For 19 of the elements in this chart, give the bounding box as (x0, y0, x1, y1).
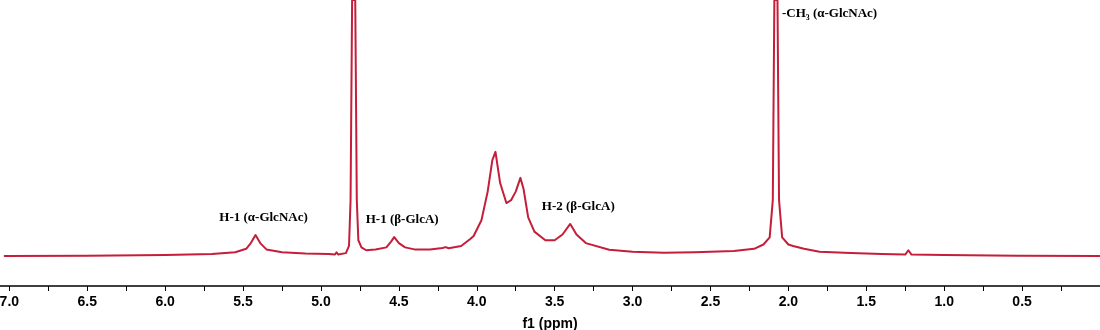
x-axis-title: f1 (ppm) (522, 315, 578, 330)
x-tick-label: 5.0 (311, 293, 331, 309)
x-tick-label: 4.5 (389, 293, 409, 309)
x-tick-label: 2.5 (700, 293, 721, 309)
annotation: -CH₃ (α-GlcNAc) (781, 5, 878, 20)
annotation: H-1 (β-GlcA) (365, 211, 439, 227)
annotation: H-1 (α-GlcNAc) (219, 209, 308, 225)
x-tick-label: 3.5 (544, 293, 565, 309)
x-tick-label: 2.0 (778, 293, 799, 309)
x-tick-label: 1.5 (856, 293, 877, 309)
annotation: H-2 (β-GlcA) (541, 197, 615, 213)
x-tick-label: 4.0 (467, 293, 487, 309)
x-tick-label: 0.5 (1012, 293, 1033, 309)
x-tick-label: 6.0 (155, 293, 176, 309)
x-tick-label: 5.5 (233, 293, 253, 309)
x-tick-label: 3.0 (622, 293, 643, 309)
x-tick-label: 6.5 (77, 293, 98, 309)
x-tick-label: 7.0 (0, 293, 20, 309)
x-tick-label: 1.0 (934, 293, 955, 309)
